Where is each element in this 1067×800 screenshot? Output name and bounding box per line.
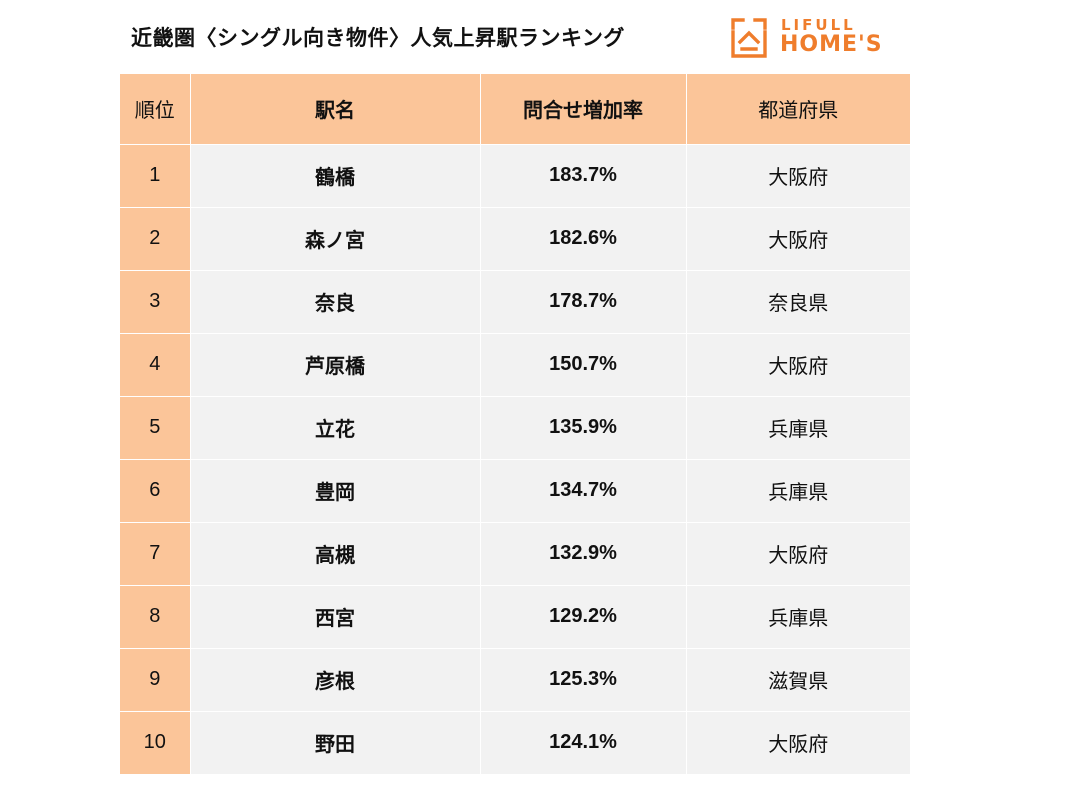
table-header-row: 順位 駅名 問合せ増加率 都道府県 <box>120 74 910 145</box>
station-cell: 芦原橋 <box>189 332 480 396</box>
table-row: 7 高槻 132.9% 大阪府 <box>120 521 910 585</box>
rate-cell: 183.7% <box>479 143 686 207</box>
header-prefecture: 都道府県 <box>685 74 910 145</box>
rate-cell: 178.7% <box>479 269 686 333</box>
rate-cell: 129.2% <box>479 584 686 648</box>
rate-cell: 134.7% <box>479 458 686 522</box>
header-rank: 順位 <box>120 74 190 145</box>
prefecture-cell: 滋賀県 <box>685 647 910 711</box>
rate-cell: 135.9% <box>479 395 686 459</box>
station-cell: 豊岡 <box>189 458 480 522</box>
station-cell: 野田 <box>189 710 480 774</box>
header-rate: 問合せ増加率 <box>479 74 686 145</box>
table-row: 9 彦根 125.3% 滋賀県 <box>120 647 910 711</box>
table-row: 5 立花 135.9% 兵庫県 <box>120 395 910 459</box>
rank-cell: 8 <box>120 584 190 648</box>
table-row: 4 芦原橋 150.7% 大阪府 <box>120 332 910 396</box>
prefecture-cell: 大阪府 <box>685 710 910 774</box>
rank-cell: 2 <box>120 206 190 270</box>
prefecture-cell: 大阪府 <box>685 521 910 585</box>
table-row: 2 森ノ宮 182.6% 大阪府 <box>120 206 910 270</box>
prefecture-cell: 大阪府 <box>685 206 910 270</box>
rank-cell: 3 <box>120 269 190 333</box>
prefecture-cell: 奈良県 <box>685 269 910 333</box>
prefecture-cell: 大阪府 <box>685 332 910 396</box>
rank-cell: 10 <box>120 710 190 774</box>
ranking-table: 順位 駅名 問合せ増加率 都道府県 1 鶴橋 183.7% 大阪府 2 森ノ宮 … <box>120 74 910 774</box>
table-row: 6 豊岡 134.7% 兵庫県 <box>120 458 910 522</box>
prefecture-cell: 大阪府 <box>685 143 910 207</box>
house-logo-icon <box>731 18 767 58</box>
lifull-homes-logo: LIFULL HOME'S <box>728 14 903 60</box>
rank-cell: 5 <box>120 395 190 459</box>
logo-brand-main: HOME'S <box>780 32 883 57</box>
station-cell: 森ノ宮 <box>189 206 480 270</box>
station-cell: 西宮 <box>189 584 480 648</box>
station-cell: 高槻 <box>189 521 480 585</box>
station-cell: 立花 <box>189 395 480 459</box>
rate-cell: 132.9% <box>479 521 686 585</box>
table-row: 1 鶴橋 183.7% 大阪府 <box>120 143 910 207</box>
prefecture-cell: 兵庫県 <box>685 584 910 648</box>
rate-cell: 125.3% <box>479 647 686 711</box>
table-row: 3 奈良 178.7% 奈良県 <box>120 269 910 333</box>
rank-cell: 9 <box>120 647 190 711</box>
station-cell: 彦根 <box>189 647 480 711</box>
header-station: 駅名 <box>189 74 480 145</box>
table-row: 10 野田 124.1% 大阪府 <box>120 710 910 774</box>
logo-brand-top: LIFULL <box>781 16 856 34</box>
rate-cell: 150.7% <box>479 332 686 396</box>
rank-cell: 6 <box>120 458 190 522</box>
page-title: 近畿圏〈シングル向き物件〉人気上昇駅ランキング <box>131 26 625 50</box>
rate-cell: 124.1% <box>479 710 686 774</box>
rank-cell: 7 <box>120 521 190 585</box>
rank-cell: 4 <box>120 332 190 396</box>
rank-cell: 1 <box>120 143 190 207</box>
table-row: 8 西宮 129.2% 兵庫県 <box>120 584 910 648</box>
prefecture-cell: 兵庫県 <box>685 458 910 522</box>
prefecture-cell: 兵庫県 <box>685 395 910 459</box>
rate-cell: 182.6% <box>479 206 686 270</box>
station-cell: 奈良 <box>189 269 480 333</box>
station-cell: 鶴橋 <box>189 143 480 207</box>
